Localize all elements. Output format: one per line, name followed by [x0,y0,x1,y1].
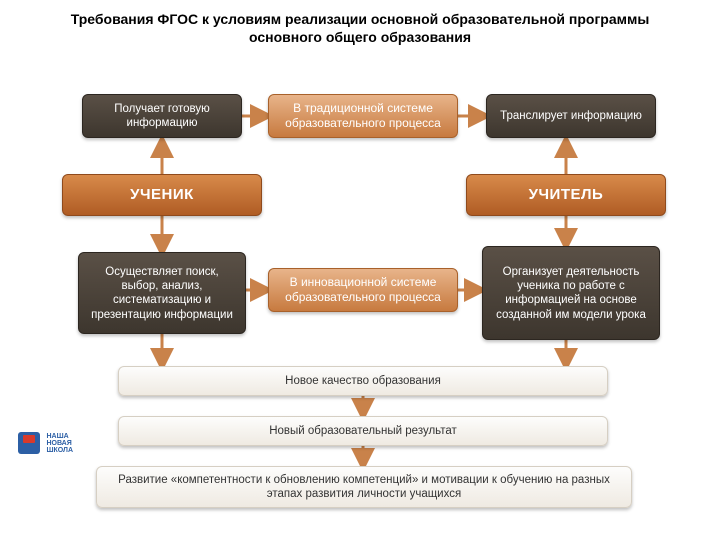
node-competence: Развитие «компетентности к обновлению ко… [96,466,632,508]
node-botRight: Организует деятельность ученика по работ… [482,246,660,340]
node-botLeft: Осуществляет поиск, выбор, анализ, систе… [78,252,246,334]
node-quality: Новое качество образования [118,366,608,396]
diagram-canvas: Получает готовую информацию В традиционно… [0,52,720,542]
logo-icon [18,432,40,454]
school-logo: НАША НОВАЯ ШКОЛА [18,432,74,472]
page-title: Требования ФГОС к условиям реализации ос… [0,0,720,52]
node-topCenter: В традиционной системе образовательного … [268,94,458,138]
node-topLeft: Получает готовую информацию [82,94,242,138]
node-botCenter: В инновационной системе образовательного… [268,268,458,312]
node-teacher: УЧИТЕЛЬ [466,174,666,216]
logo-text: НАША НОВАЯ ШКОЛА [46,433,73,454]
node-student: УЧЕНИК [62,174,262,216]
node-topRight: Транслирует информацию [486,94,656,138]
node-result: Новый образовательный результат [118,416,608,446]
